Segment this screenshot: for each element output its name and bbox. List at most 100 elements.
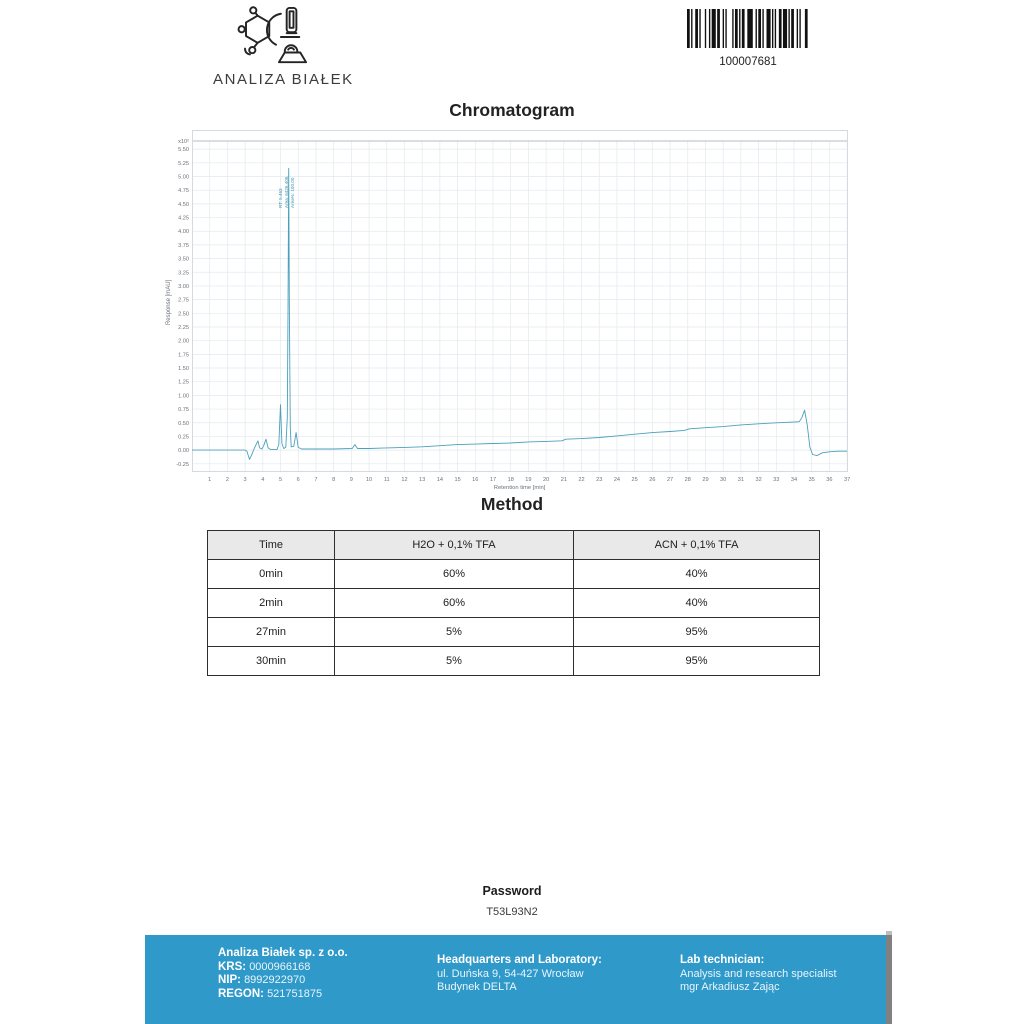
svg-text:29: 29 xyxy=(702,477,708,483)
svg-text:10: 10 xyxy=(366,477,372,483)
barcode-value: 100007681 xyxy=(719,56,777,68)
regon-value: 521751875 xyxy=(267,987,323,1000)
svg-text:31: 31 xyxy=(738,477,744,483)
svg-text:22: 22 xyxy=(578,477,584,483)
svg-text:27: 27 xyxy=(667,477,673,483)
method-table-cell: 95% xyxy=(573,646,820,676)
password-value: T53L93N2 xyxy=(486,906,538,918)
svg-text:24: 24 xyxy=(614,477,620,483)
svg-text:1: 1 xyxy=(208,477,211,483)
method-table-cell: 30min xyxy=(207,646,335,676)
svg-text:Area%: 100.00: Area%: 100.00 xyxy=(290,177,295,208)
svg-text:1.50: 1.50 xyxy=(178,366,189,372)
svg-text:2.50: 2.50 xyxy=(178,311,189,317)
krs-value: 0000966168 xyxy=(249,960,311,973)
svg-text:34: 34 xyxy=(791,477,797,483)
y-scale-label: x10² xyxy=(178,139,189,145)
chromatogram-title: Chromatogram xyxy=(449,100,575,120)
method-table-cell: 40% xyxy=(573,559,820,589)
svg-text:3.50: 3.50 xyxy=(178,257,189,263)
method-table-row: 2min 60% 40% xyxy=(207,588,820,618)
technician-title: Lab technician: xyxy=(680,954,765,966)
svg-text:25: 25 xyxy=(632,477,638,483)
svg-text:35: 35 xyxy=(809,477,815,483)
svg-text:6: 6 xyxy=(297,477,300,483)
svg-text:2: 2 xyxy=(226,477,229,483)
svg-text:33: 33 xyxy=(773,477,779,483)
barcode-image xyxy=(687,9,808,48)
footer-shadow xyxy=(886,931,892,1024)
x-axis-labels: 1 2 3 4 5 6 7 8 9 10 11 12 13 14 15 16 17 18 19 20 21 22 23 24 2… xyxy=(208,477,850,491)
svg-text:28: 28 xyxy=(685,477,691,483)
method-table-cell: 5% xyxy=(334,646,574,676)
method-header-cell: Time xyxy=(207,530,335,560)
footer: Analiza Białek sp. z o.o. KRS: 000096616… xyxy=(145,931,892,1024)
svg-text:3: 3 xyxy=(244,477,247,483)
svg-text:32: 32 xyxy=(755,477,761,483)
svg-text:9: 9 xyxy=(350,477,353,483)
svg-text:3.00: 3.00 xyxy=(178,284,189,290)
svg-text:21: 21 xyxy=(561,477,567,483)
svg-text:0.00: 0.00 xyxy=(178,448,189,454)
svg-text:16: 16 xyxy=(472,477,478,483)
x-axis-title: Retention time [min] xyxy=(494,485,546,491)
regon-label: REGON: xyxy=(218,987,264,1000)
headquarters-title: Headquarters and Laboratory: xyxy=(437,954,602,966)
method-table-cell: 2min xyxy=(207,588,335,618)
svg-text:5.00: 5.00 xyxy=(178,175,189,181)
company-logo: ANALIZA BIAŁEK xyxy=(213,6,352,88)
svg-text:4.00: 4.00 xyxy=(178,229,189,235)
svg-text:23: 23 xyxy=(596,477,602,483)
method-header-cell: ACN + 0,1% TFA xyxy=(573,530,820,560)
series-line xyxy=(192,167,848,460)
company-name: Analiza Białek sp. z o.o. xyxy=(218,947,348,959)
svg-text:2.00: 2.00 xyxy=(178,339,189,345)
svg-text:4.25: 4.25 xyxy=(178,216,189,222)
method-table-row: 27min 5% 95% xyxy=(207,617,820,647)
password-block: Password T53L93N2 xyxy=(0,884,1024,918)
headquarters-address2: Budynek DELTA xyxy=(437,981,517,993)
svg-text:13: 13 xyxy=(419,477,425,483)
svg-text:0.75: 0.75 xyxy=(178,407,189,413)
svg-text:30: 30 xyxy=(720,477,726,483)
svg-text:3.75: 3.75 xyxy=(178,243,189,249)
svg-text:1.25: 1.25 xyxy=(178,380,189,386)
headquarters-info: Headquarters and Laboratory: ul. Duńska … xyxy=(437,954,602,995)
method-table: Time H2O + 0,1% TFA ACN + 0,1% TFA 0min 60%… xyxy=(207,530,820,676)
y-axis-labels: -0.25 0.00 0.25 0.50 0.75 1.00 1.25 1.50 1.75 2.0… xyxy=(176,139,189,468)
svg-text:5.25: 5.25 xyxy=(178,161,189,167)
svg-text:RT: 5.463: RT: 5.463 xyxy=(278,188,283,208)
method-table-cell: 60% xyxy=(334,559,574,589)
svg-text:1.75: 1.75 xyxy=(178,352,189,358)
nip-value: 8992922970 xyxy=(244,974,306,986)
technician-line1: Analysis and research specialist xyxy=(680,967,837,980)
svg-text:4.75: 4.75 xyxy=(178,188,189,194)
svg-text:0.25: 0.25 xyxy=(178,434,189,440)
svg-text:3.25: 3.25 xyxy=(178,270,189,276)
svg-text:5.50: 5.50 xyxy=(178,147,189,153)
nip-label: NIP: xyxy=(218,974,241,986)
molecule-microscope-icon xyxy=(237,6,308,64)
svg-text:14: 14 xyxy=(437,477,443,483)
headquarters-address1: ul. Duńska 9, 54-427 Wrocław xyxy=(437,967,584,980)
svg-text:7: 7 xyxy=(314,477,317,483)
method-table-cell: 0min xyxy=(207,559,335,589)
barcode: 100007681 xyxy=(687,9,809,68)
y-axis-title: Response [mAU] xyxy=(166,279,172,325)
method-header-cell: H2O + 0,1% TFA xyxy=(334,530,574,560)
svg-text:26: 26 xyxy=(649,477,655,483)
svg-text:12: 12 xyxy=(401,477,407,483)
method-table-body: 0min 60% 40% 2min 60% 40% 27min 5% 95% 30min 5% 95% xyxy=(207,559,820,676)
technician-info: Lab technician: Analysis and research sp… xyxy=(680,954,837,995)
svg-text:1.00: 1.00 xyxy=(178,393,189,399)
method-table-cell: 60% xyxy=(334,588,574,618)
chart-canvas: -0.25 0.00 0.25 0.50 0.75 1.00 1.25 1.50 1.75 2.0… xyxy=(166,130,850,491)
method-table-cell: 27min xyxy=(207,617,335,647)
svg-text:Area: 6426.406: Area: 6426.406 xyxy=(284,176,289,208)
svg-text:11: 11 xyxy=(384,477,390,483)
chromatogram-chart: -0.25 0.00 0.25 0.50 0.75 1.00 1.25 1.50 1.75 2.0… xyxy=(150,128,860,496)
method-table-row: 30min 5% 95% xyxy=(207,646,820,676)
svg-text:-0.25: -0.25 xyxy=(176,462,189,468)
method-title: Method xyxy=(480,494,544,514)
